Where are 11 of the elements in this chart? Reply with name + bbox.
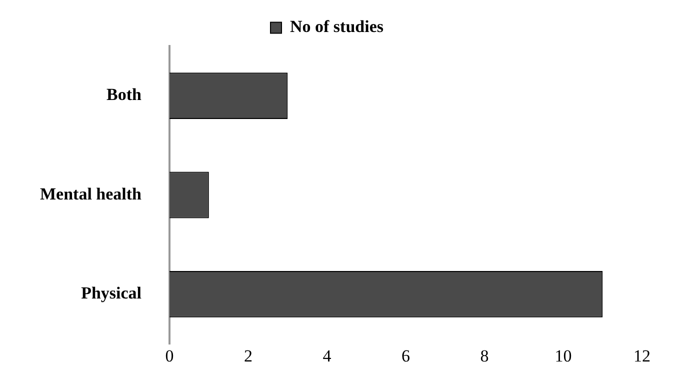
legend-label: No of studies: [290, 17, 384, 36]
y-tick-label: Physical: [81, 284, 142, 303]
x-tick-label: 12: [634, 346, 650, 366]
y-tick-label: Mental health: [40, 184, 142, 204]
x-tick-label: 8: [480, 346, 489, 366]
x-tick-label: 2: [244, 346, 253, 366]
x-tick-label: 6: [402, 346, 410, 366]
x-tick-label: 10: [554, 346, 572, 366]
x-tick-label: 4: [322, 346, 332, 366]
x-tick-label: 0: [165, 346, 174, 366]
y-tick-label: Both: [106, 85, 142, 104]
